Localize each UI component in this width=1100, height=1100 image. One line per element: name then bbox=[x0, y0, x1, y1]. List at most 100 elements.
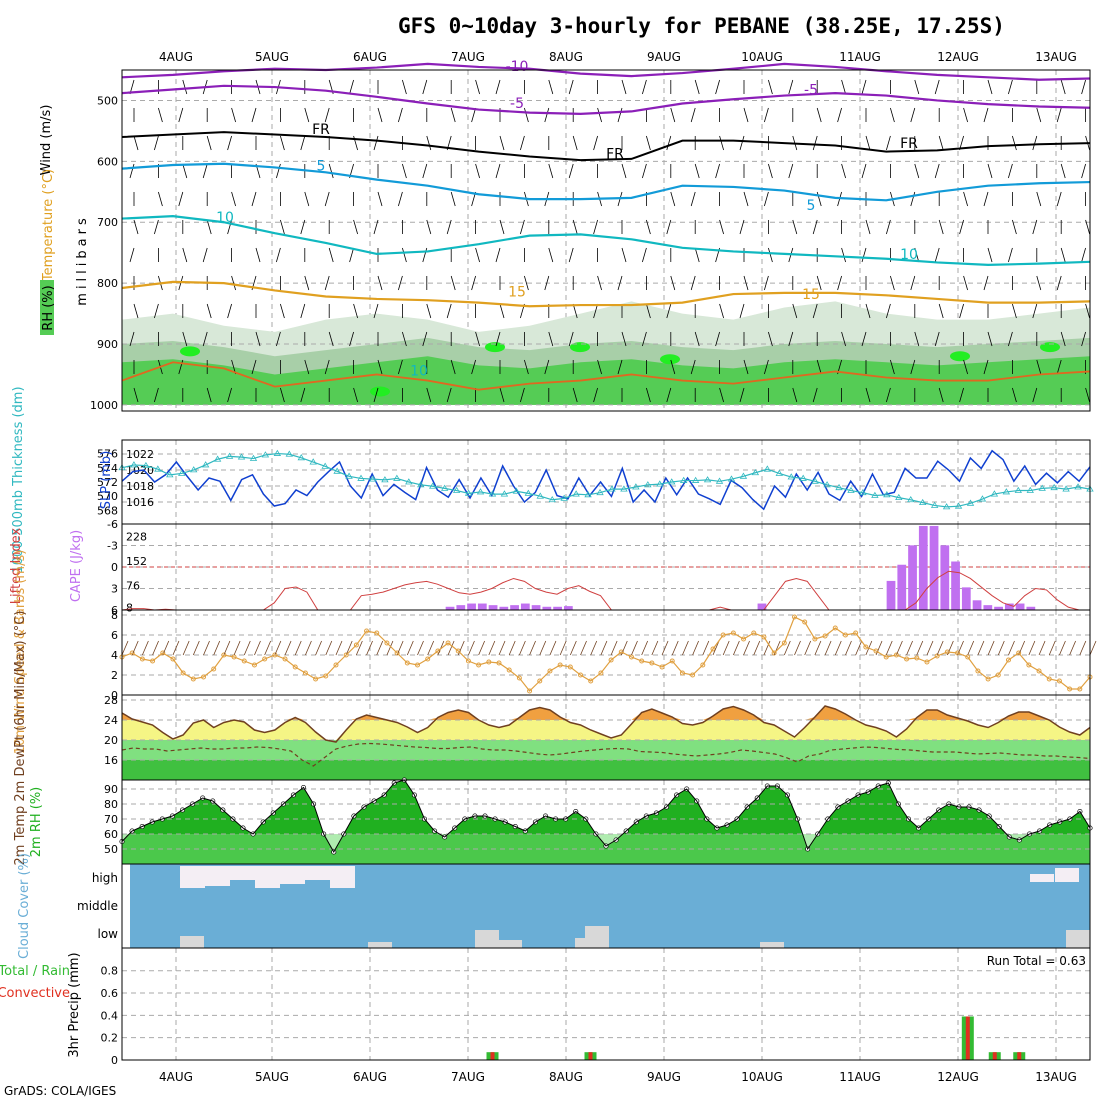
wind-barb bbox=[715, 79, 720, 95]
rh2m-axis-label: 2m RH (%) bbox=[29, 787, 44, 858]
wind-barb bbox=[324, 191, 330, 207]
wind-barb bbox=[328, 163, 334, 179]
wind-barb bbox=[457, 640, 465, 656]
wind-barb bbox=[1012, 387, 1017, 403]
wind-barb bbox=[934, 331, 940, 347]
wind-barb bbox=[206, 219, 212, 235]
wind-barb bbox=[812, 135, 818, 151]
low-cloud-block bbox=[475, 930, 499, 948]
wind-barb bbox=[910, 275, 916, 291]
wind-barb bbox=[1036, 359, 1042, 375]
wind-barb bbox=[987, 79, 993, 95]
wind-barb bbox=[997, 640, 1005, 656]
precip-panel: 0.8 0.6 0.4 0.2 0 Run Total = 0.63 3hr Precip … bbox=[0, 947, 1091, 1067]
wind-barb bbox=[1081, 331, 1086, 347]
wind-barb bbox=[963, 275, 968, 291]
cape-bar bbox=[918, 525, 928, 610]
wind-barb bbox=[666, 387, 672, 403]
wind-barb bbox=[768, 79, 773, 95]
precip-convective-bar bbox=[992, 1052, 997, 1060]
wind-barb bbox=[814, 640, 822, 656]
cape-bar bbox=[445, 606, 455, 610]
wind-barb bbox=[495, 331, 501, 347]
wind-barb bbox=[300, 303, 306, 319]
wind-barb bbox=[1036, 107, 1042, 123]
wind-barb bbox=[788, 79, 794, 95]
wind-barb bbox=[223, 640, 231, 656]
temperature-contour bbox=[121, 131, 1091, 162]
wind-barb bbox=[426, 303, 432, 319]
wind-barb bbox=[764, 359, 769, 375]
wind-barb bbox=[1085, 387, 1090, 403]
cape-tick: 228 bbox=[126, 530, 147, 543]
bottom-day-label: 5AUG bbox=[255, 1070, 289, 1084]
wind-barb bbox=[837, 107, 842, 123]
slp-tick: 1018 bbox=[126, 480, 154, 493]
wind-barb bbox=[1008, 247, 1013, 263]
wind-barb bbox=[764, 275, 769, 291]
rh-max-spot bbox=[180, 346, 200, 357]
wind-barb bbox=[548, 79, 554, 95]
wind-barb bbox=[402, 163, 407, 179]
wind-barb bbox=[983, 359, 989, 375]
wind-barb bbox=[671, 640, 679, 656]
wind-barb bbox=[715, 331, 720, 347]
wind-barb bbox=[304, 191, 310, 207]
wind-barb bbox=[1032, 135, 1038, 151]
wind-barb bbox=[426, 387, 432, 403]
slp-panel: 10221020101810165765745725705681000-500m… bbox=[11, 386, 1094, 574]
rh-axis-label: RH (%) bbox=[41, 285, 56, 330]
wind-barb bbox=[182, 640, 190, 656]
wind-barb bbox=[524, 275, 529, 291]
wind-barb bbox=[182, 331, 188, 347]
wind-barb bbox=[231, 191, 236, 207]
wind-barb bbox=[938, 135, 944, 151]
rh-line bbox=[121, 779, 1091, 854]
wind-barb bbox=[478, 640, 485, 656]
cloud-level-label: middle bbox=[77, 899, 118, 913]
cloud-panel: high middle low Cloud Cover (%) bbox=[17, 853, 1091, 959]
wind-barb bbox=[580, 640, 587, 656]
wind-barb bbox=[938, 219, 944, 235]
rh-max-spot bbox=[370, 386, 390, 397]
cape-bar bbox=[531, 605, 541, 610]
contour-label: 5 bbox=[807, 198, 816, 214]
wind-barb bbox=[154, 303, 159, 319]
low-cloud-block bbox=[498, 940, 522, 948]
cape-bar bbox=[456, 605, 466, 610]
wind-barb bbox=[783, 640, 791, 656]
wind-barb bbox=[377, 275, 383, 291]
temperature-contour-20 bbox=[121, 361, 1091, 391]
panels: 4AUG 4AUG 5AUG 5AUG 6AUG 6AUG 7AUG 7AUG 8AUG 8AUG… bbox=[0, 50, 1097, 1084]
wind-barb bbox=[1028, 640, 1036, 656]
wind-barb bbox=[702, 640, 710, 656]
wind-barb bbox=[768, 247, 773, 263]
wind-barb bbox=[597, 359, 602, 375]
rh-tick: 90 bbox=[104, 783, 118, 796]
bottom-day-label: 8AUG bbox=[549, 1070, 583, 1084]
thickness-marker bbox=[476, 488, 485, 495]
wind-barb bbox=[692, 640, 699, 656]
wind-barb bbox=[661, 640, 669, 656]
wind-barb bbox=[886, 387, 891, 403]
wind-barb bbox=[934, 163, 940, 179]
wind-barb bbox=[1032, 219, 1038, 235]
wind-barb bbox=[739, 219, 745, 235]
wind-barb bbox=[471, 107, 476, 123]
wind-barb bbox=[694, 331, 700, 347]
pressure-tick: 600 bbox=[97, 155, 118, 168]
wind-barb bbox=[1081, 247, 1086, 263]
cape-bar bbox=[897, 564, 907, 610]
wind-barb bbox=[910, 191, 916, 207]
wind-barb bbox=[768, 163, 773, 179]
li-tick: -3 bbox=[107, 540, 118, 553]
bottom-day-label: 6AUG bbox=[353, 1070, 387, 1084]
wind-barb bbox=[520, 387, 525, 403]
wind-barb bbox=[651, 640, 659, 656]
top-day-label: 12AUG bbox=[937, 50, 979, 64]
wind-barb bbox=[280, 303, 285, 319]
rh-max-spot bbox=[570, 342, 590, 353]
wind-barb bbox=[172, 640, 180, 656]
wind-barb bbox=[934, 247, 940, 263]
wind-barb bbox=[422, 247, 428, 263]
